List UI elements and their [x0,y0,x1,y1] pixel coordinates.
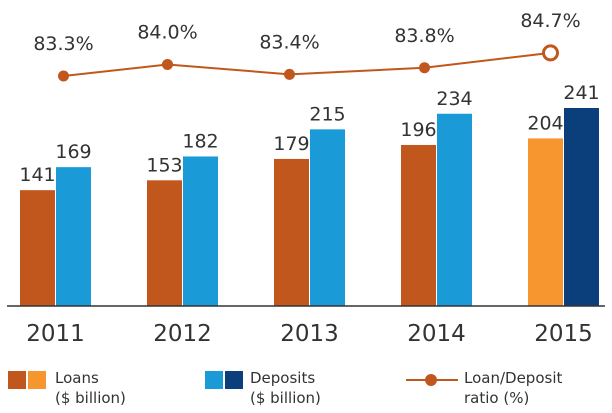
bar-loans-2013 [274,158,309,306]
x-tick-label-2012: 2012 [153,321,212,347]
bar-label-loans-2014: 196 [400,119,436,141]
bar-label-deposits-2015: 241 [563,82,599,104]
bar-loans-2014 [401,144,436,306]
bar-deposits-2013 [310,129,345,306]
legend-ratio: Loan/Deposit ratio (%) [406,369,606,409]
bar-label-loans-2015: 204 [527,112,563,134]
ratio-point-2013 [284,68,295,80]
ratio-label-2015: 84.7% [520,10,580,32]
x-tick-label-2014: 2014 [407,321,466,347]
ratio-point-2011 [58,70,69,82]
ratio-label-2011: 83.3% [33,33,93,55]
bar-label-loans-2011: 141 [19,164,55,186]
bar-label-loans-2013: 179 [273,133,309,155]
bar-loans-2015 [528,138,563,306]
legend-swatch-deposits [205,371,223,389]
x-tick-label-2015: 2015 [534,321,593,347]
legend-swatch-loans-highlight [28,371,46,389]
legend-loans: Loans ($ billion) [8,369,168,409]
ratio-label-2014: 83.8% [394,25,454,47]
ratio-point-2014 [419,62,430,74]
legend-label-ratio-line2: ratio (%) [464,389,530,407]
bar-label-deposits-2013: 215 [309,103,345,125]
x-tick-label-2011: 2011 [26,321,85,347]
bar-loans-2011 [20,190,55,306]
legend-label-loans-line1: Loans [55,369,99,387]
legend-deposits: Deposits ($ billion) [205,369,375,409]
bar-deposits-2011 [56,167,91,306]
ratio-point-2012 [162,58,173,70]
ratio-label-2013: 83.4% [259,31,319,53]
bar-deposits-2012 [183,156,218,306]
legend-swatch-deposits-highlight [225,371,243,389]
bar-label-deposits-2012: 182 [182,130,218,152]
legend-label-deposits-line2: ($ billion) [250,389,321,407]
ratio-point-2015 [542,44,559,62]
ratio-label-2012: 84.0% [137,21,197,43]
legend-label-ratio-line1: Loan/Deposit [464,369,563,387]
legend-label-loans-line2: ($ billion) [55,389,126,407]
bar-deposits-2014 [437,113,472,306]
bar-label-deposits-2011: 169 [55,141,91,163]
bar-label-loans-2012: 153 [146,154,182,176]
legend-swatch-ratio-dot [425,374,437,386]
bar-loans-2012 [147,180,182,306]
x-tick-label-2013: 2013 [280,321,339,347]
ratio-line [63,51,551,77]
bar-label-deposits-2014: 234 [436,88,472,110]
legend-label-deposits-line1: Deposits [250,369,316,387]
bar-deposits-2015 [564,108,599,306]
legend-swatch-loans [8,371,26,389]
